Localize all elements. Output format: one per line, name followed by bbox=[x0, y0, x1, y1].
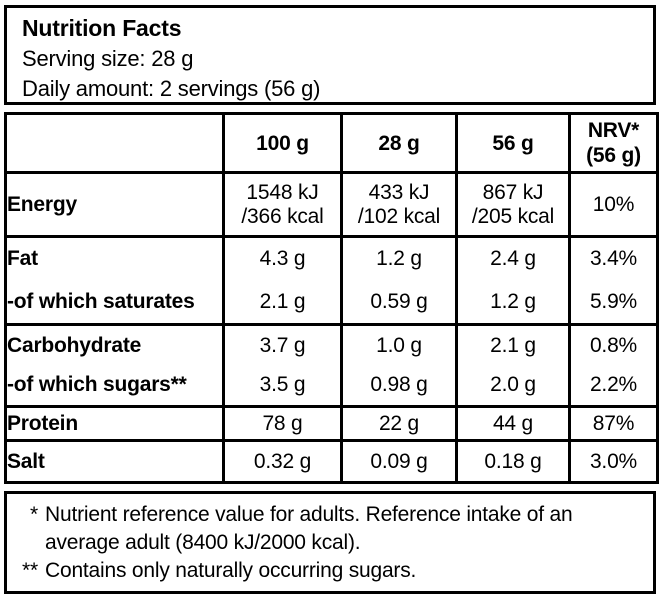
value-cell: 867 kJ /205 kcal bbox=[455, 171, 570, 237]
row-label: Salt bbox=[5, 439, 224, 483]
value-cell: 44 g bbox=[455, 405, 570, 441]
table-row-energy: Energy 1548 kJ /366 kcal 433 kJ /102 kca… bbox=[5, 171, 658, 237]
value-cell: 3.5 g bbox=[222, 365, 342, 407]
table-row-protein: Protein 78 g 22 g 44 g 87% bbox=[5, 405, 658, 441]
column-header-56g: 56 g bbox=[455, 113, 570, 173]
value-cell: 0.98 g bbox=[340, 365, 457, 407]
value-cell: 0.59 g bbox=[340, 280, 457, 325]
value-cell: 3.7 g bbox=[222, 323, 342, 366]
footnote-text: Nutrient reference value for adults. Ref… bbox=[45, 503, 573, 554]
value-cell: 2.1 g bbox=[222, 280, 342, 325]
value-cell: 87% bbox=[568, 405, 658, 441]
value-cell: 10% bbox=[568, 171, 658, 237]
value-cell: 0.32 g bbox=[222, 439, 342, 483]
footnote-marker: * bbox=[30, 503, 38, 526]
row-label: -of which saturates bbox=[7, 289, 195, 313]
table-row-saturates: -of which saturates 2.1 g 0.59 g 1.2 g 5… bbox=[6, 280, 658, 325]
footnotes-box: * Nutrient reference value for adults. R… bbox=[4, 491, 656, 594]
value-cell: 1548 kJ /366 kcal bbox=[222, 171, 342, 237]
footnote-text: Contains only naturally occurring sugars… bbox=[45, 559, 417, 582]
value-cell: 4.3 g bbox=[222, 235, 342, 281]
value-cell: 2.0 g bbox=[455, 365, 570, 407]
value-cell: 2.1 g bbox=[455, 323, 570, 366]
value-cell: 433 kJ /102 kcal bbox=[340, 171, 457, 237]
value-cell: 1.2 g bbox=[455, 280, 570, 325]
value-cell: 22 g bbox=[340, 405, 457, 441]
footnote-sugars: ** Contains only naturally occurring sug… bbox=[13, 557, 643, 585]
table-row-salt: Salt 0.32 g 0.09 g 0.18 g 3.0% bbox=[5, 439, 658, 483]
nutrition-table: 100 g 28 g 56 g NRV* (56 g) Energy 1548 … bbox=[4, 112, 659, 484]
row-label: Carbohydrate bbox=[5, 323, 224, 366]
column-header-nrv: NRV* (56 g) bbox=[568, 113, 658, 173]
value-cell: 0.09 g bbox=[340, 439, 457, 483]
table-row-sugars: -of which sugars** 3.5 g 0.98 g 2.0 g 2.… bbox=[6, 365, 658, 407]
value-cell: 1.0 g bbox=[340, 323, 457, 366]
value-cell: 3.4% bbox=[568, 235, 658, 281]
value-cell: 2.2% bbox=[568, 365, 658, 407]
table-row-fat: Fat 4.3 g 1.2 g 2.4 g 3.4% bbox=[5, 235, 658, 281]
value-cell: 0.18 g bbox=[455, 439, 570, 483]
column-header-100g: 100 g bbox=[222, 113, 342, 173]
value-cell: 3.0% bbox=[568, 439, 658, 483]
value-cell: 78 g bbox=[222, 405, 342, 441]
value-cell: 0.8% bbox=[568, 323, 658, 366]
row-label: Energy bbox=[5, 171, 224, 237]
table-row-carbohydrate: Carbohydrate 3.7 g 1.0 g 2.1 g 0.8% bbox=[5, 323, 658, 366]
daily-amount-line: Daily amount: 2 servings (56 g) bbox=[22, 76, 321, 101]
value-cell: 1.2 g bbox=[340, 235, 457, 281]
value-cell: 5.9% bbox=[568, 280, 658, 325]
label-header: Nutrition Facts Serving size: 28 g Daily… bbox=[4, 5, 656, 105]
row-label: -of which sugars** bbox=[7, 373, 187, 397]
serving-size-line: Serving size: 28 g bbox=[22, 46, 194, 71]
footnote-nrv: * Nutrient reference value for adults. R… bbox=[13, 501, 643, 557]
table-header-row: 100 g 28 g 56 g NRV* (56 g) bbox=[6, 113, 658, 173]
column-header-empty bbox=[6, 114, 224, 173]
column-header-28g: 28 g bbox=[340, 113, 457, 173]
footnote-marker: ** bbox=[22, 559, 38, 582]
label-title: Nutrition Facts bbox=[22, 15, 182, 41]
row-label: Fat bbox=[5, 235, 224, 281]
row-label: Protein bbox=[5, 405, 224, 441]
value-cell: 2.4 g bbox=[455, 235, 570, 281]
